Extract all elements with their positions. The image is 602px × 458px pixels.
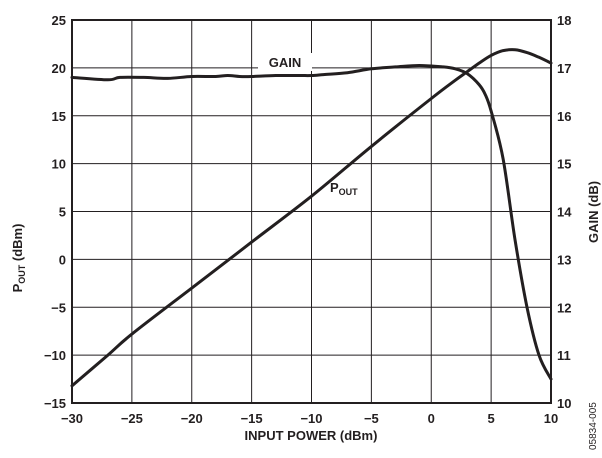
y-left-tick-label: 15 — [52, 109, 66, 124]
y-left-tick-label: 0 — [59, 252, 66, 267]
y-left-tick-label: 25 — [52, 13, 66, 28]
x-tick-label: −25 — [121, 411, 143, 426]
y-right-tick-label: 10 — [557, 396, 571, 411]
y-right-tick-label: 11 — [557, 348, 571, 363]
y-left-tick-label: 5 — [59, 205, 66, 220]
pout-line — [70, 48, 553, 388]
y-right-tick-label: 15 — [557, 157, 571, 172]
y-left-axis-title: POUT (dBm) — [10, 224, 27, 293]
y-left-tick-label: −10 — [44, 348, 66, 363]
y-left-tick-label: 20 — [52, 61, 66, 76]
gain-line — [70, 64, 553, 381]
plot-frame — [71, 19, 552, 404]
y-right-tick-label: 18 — [557, 13, 571, 28]
x-tick-label: −15 — [241, 411, 263, 426]
y-left-tick-label: 10 — [52, 157, 66, 172]
y-right-tick-label: 16 — [557, 109, 571, 124]
x-tick-label: −10 — [300, 411, 322, 426]
y-right-tick-label: 14 — [557, 205, 572, 220]
x-axis-title: INPUT POWER (dBm) — [245, 428, 378, 443]
gain-label-background — [258, 53, 312, 71]
y-right-tick-label: 13 — [557, 252, 571, 267]
curves — [70, 48, 553, 388]
x-tick-label: −20 — [181, 411, 203, 426]
y-left-tick-label: −5 — [51, 300, 66, 315]
y-right-tick-label: 17 — [557, 61, 571, 76]
y-right-tick-label: 12 — [557, 300, 571, 315]
x-tick-label: 10 — [544, 411, 558, 426]
x-tick-label: −30 — [61, 411, 83, 426]
x-tick-label: 0 — [428, 411, 435, 426]
y-left-tick-labels: −15 −10 −5 0 5 10 15 20 25 — [44, 13, 66, 411]
y-left-tick-label: −15 — [44, 396, 66, 411]
y-right-axis-title: GAIN (dB) — [586, 181, 601, 243]
x-tick-labels: −30 −25 −20 −15 −10 −5 0 5 10 — [61, 411, 558, 426]
pout-annotation: POUT — [330, 180, 358, 197]
x-tick-label: −5 — [364, 411, 379, 426]
x-tick-label: 5 — [488, 411, 495, 426]
y-right-tick-labels: 10 11 12 13 14 15 16 17 18 — [557, 13, 572, 411]
gain-annotation: GAIN — [269, 55, 302, 70]
figure-id: 05834-005 — [588, 402, 599, 450]
